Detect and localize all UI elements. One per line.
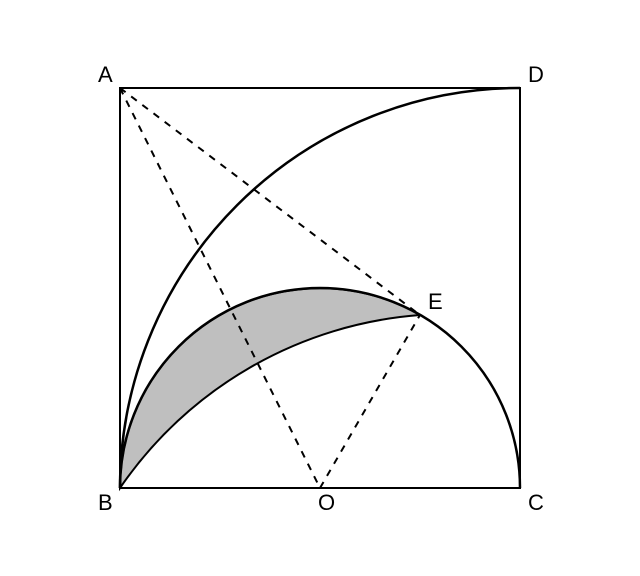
label-A: A (98, 62, 113, 87)
label-B: B (98, 490, 113, 515)
shaded-region (120, 288, 420, 488)
label-E: E (428, 289, 443, 314)
geometry-diagram: A B C D E O (0, 0, 640, 576)
label-O: O (318, 490, 335, 515)
label-C: C (528, 490, 544, 515)
dashed-OE (320, 315, 420, 488)
dashed-AE (120, 88, 420, 315)
label-D: D (528, 62, 544, 87)
